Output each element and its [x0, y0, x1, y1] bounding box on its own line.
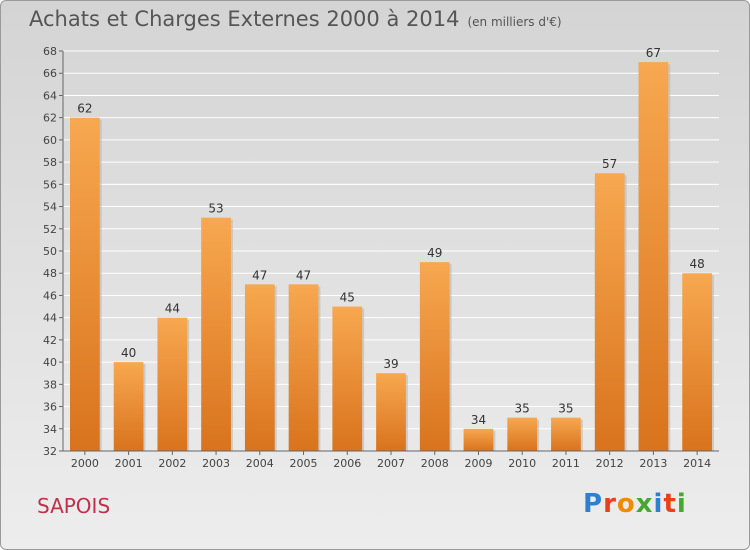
y-tick-label: 66 — [43, 67, 57, 80]
title-text: Achats et Charges Externes 2000 à 2014 — [29, 7, 460, 31]
y-tick-label: 54 — [43, 201, 57, 214]
y-tick-label: 56 — [43, 178, 57, 191]
y-tick-label: 38 — [43, 378, 57, 391]
x-tick-label: 2000 — [71, 457, 99, 470]
bar — [682, 273, 713, 451]
x-tick-label: 2014 — [683, 457, 711, 470]
bar-value-label: 40 — [121, 346, 136, 360]
chart-title: Achats et Charges Externes 2000 à 2014 (e… — [29, 7, 562, 31]
x-tick-label: 2009 — [464, 457, 492, 470]
logo-letter: o — [616, 489, 636, 519]
bar-value-label: 34 — [471, 413, 486, 427]
bar-value-label: 47 — [252, 268, 267, 282]
bar — [638, 62, 669, 451]
x-tick-label: 2007 — [377, 457, 405, 470]
chart-subtitle: (en milliers d'€) — [467, 15, 562, 29]
y-tick-label: 44 — [43, 312, 57, 325]
bar-value-label: 35 — [515, 402, 530, 416]
bar — [594, 173, 625, 451]
x-tick-label: 2011 — [552, 457, 580, 470]
bar — [244, 284, 275, 451]
x-tick-label: 2008 — [421, 457, 449, 470]
y-tick-label: 62 — [43, 112, 57, 125]
y-tick-label: 46 — [43, 289, 57, 302]
bar — [69, 117, 100, 452]
bar — [419, 262, 450, 451]
bar — [507, 417, 538, 451]
bar — [157, 317, 188, 451]
y-tick-label: 42 — [43, 334, 57, 347]
bar — [332, 306, 363, 451]
bar — [288, 284, 319, 451]
x-axis: 2000 2001 2002 2003 2004 2005 2006 2007 2008 2009… — [63, 450, 719, 470]
bar-value-label: 49 — [427, 246, 442, 260]
logo-letter: i — [676, 489, 687, 519]
y-tick-label: 36 — [43, 401, 57, 414]
x-tick-label: 2005 — [290, 457, 318, 470]
y-tick-label: 34 — [43, 423, 57, 436]
bar-value-label: 57 — [602, 157, 617, 171]
y-tick-label: 52 — [43, 223, 57, 236]
x-tick-label: 2001 — [115, 457, 143, 470]
x-tick-label: 2010 — [508, 457, 536, 470]
y-tick-label: 68 — [43, 45, 57, 58]
bar-value-label: 48 — [689, 257, 704, 271]
y-tick-label: 58 — [43, 156, 57, 169]
x-tick-label: 2013 — [639, 457, 667, 470]
bar-value-label: 47 — [296, 268, 311, 282]
logo-letter: r — [603, 489, 617, 519]
y-tick-label: 32 — [43, 445, 57, 458]
bar-value-label: 53 — [208, 202, 223, 216]
y-tick-label: 50 — [43, 245, 57, 258]
logo-letter: i — [653, 489, 664, 519]
y-tick-label: 48 — [43, 267, 57, 280]
bar — [463, 428, 494, 451]
y-tick-label: 60 — [43, 134, 57, 147]
bar-value-label: 62 — [77, 102, 92, 116]
bar-value-label: 39 — [383, 357, 398, 371]
commune-name: SAPOIS — [37, 494, 111, 518]
logo-letter: P — [583, 489, 604, 519]
y-tick-label: 64 — [43, 89, 57, 102]
proxiti-logo: Proxiti — [583, 489, 687, 519]
x-tick-label: 2012 — [596, 457, 624, 470]
y-tick-label: 40 — [43, 356, 57, 369]
bar-value-label: 67 — [646, 46, 661, 60]
bar — [376, 373, 406, 451]
logo-letter: t — [663, 489, 677, 519]
bar — [113, 362, 144, 451]
bars: 62 40 44 53 47 47 45 39 49 34 35 35 57 67 48 — [69, 46, 715, 452]
x-tick-label: 2004 — [246, 457, 274, 470]
bar-value-label: 44 — [165, 302, 180, 316]
y-axis: 32 34 36 38 40 42 44 46 48 50 52 54 56 58 60 62 64 66 68 — [43, 45, 64, 458]
bar — [551, 417, 581, 451]
logo-letter: x — [635, 489, 654, 519]
x-tick-label: 2002 — [158, 457, 186, 470]
bar-value-label: 45 — [340, 291, 355, 305]
bar-value-label: 35 — [558, 402, 573, 416]
bar — [201, 217, 231, 451]
x-tick-label: 2003 — [202, 457, 230, 470]
x-tick-label: 2006 — [333, 457, 361, 470]
